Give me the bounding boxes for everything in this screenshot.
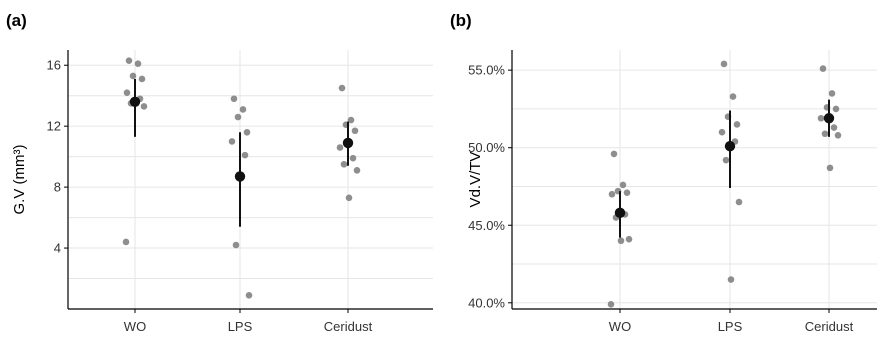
data-point [817,114,825,122]
data-point [345,194,353,202]
x-tick-label: WO [609,319,631,334]
data-point [617,237,625,245]
x-tick-label: Ceridust [324,319,373,334]
data-point [340,160,348,168]
data-point [623,189,631,196]
data-point [138,75,146,83]
y-tick-label: 16 [47,58,61,73]
data-point [727,276,735,283]
data-point [230,95,238,103]
y-tick-label: 4 [54,241,61,256]
panel-label: (a) [6,11,27,30]
data-point [735,198,743,206]
mean-point [614,207,626,219]
panel-0: (a) 4 8 12 16 WO LPS Ceridust G.V (mm³) [6,11,433,334]
x-tick-label: LPS [718,319,743,334]
y-axis-title: G.V (mm³) [11,145,28,215]
data-point [241,151,249,159]
data-point [733,121,741,128]
panel-label: (b) [450,11,472,30]
data-point [336,144,344,151]
data-point [619,181,627,189]
mean-point [823,113,835,124]
data-point [729,93,737,100]
data-point [122,238,130,246]
data-point [826,164,834,172]
data-point [828,90,836,97]
data-point [234,113,242,121]
grid [512,50,877,309]
y-tick-label: 45.0% [468,218,505,233]
data-point [722,156,730,164]
data-point [125,57,133,64]
mean-point [129,96,141,108]
data-point [351,127,359,135]
x-tick-label: LPS [228,319,253,334]
data-point [821,130,829,138]
data-point [129,72,137,80]
data-point [338,84,346,92]
data-point [608,190,616,198]
data-point [134,60,142,68]
mean-point [342,137,354,149]
data-point [349,154,357,162]
panel-1: (b) 40.0% 45.0% 50.0% 55.0% WO LPS Ceridust Vd.V… [450,11,877,334]
data-point [245,291,253,299]
y-tick-label: 12 [47,119,61,134]
data-point [718,128,726,136]
y-tick-label: 50.0% [468,140,505,155]
data-point [353,167,361,174]
data-point [832,105,840,113]
y-tick-label: 8 [54,180,61,195]
data-point [239,106,247,113]
mean-point [234,171,246,182]
data-point [140,103,148,110]
data-point [610,150,618,158]
x-tick-label: WO [124,319,146,334]
data-point [830,124,838,131]
grid [68,50,433,309]
data-point [243,128,251,136]
data-point [625,235,633,243]
data-point [232,241,240,249]
data-point [228,138,236,145]
data-point [720,60,728,68]
data-point [607,301,615,308]
mean-point [724,140,736,152]
data-point [834,131,842,139]
y-tick-label: 40.0% [468,295,505,310]
data-point [347,116,355,124]
data-point [819,65,827,72]
y-tick-label: 55.0% [468,63,505,78]
y-axis-title: Vd.V/TV [467,152,484,208]
x-tick-label: Ceridust [805,319,854,334]
data-point [123,89,131,96]
